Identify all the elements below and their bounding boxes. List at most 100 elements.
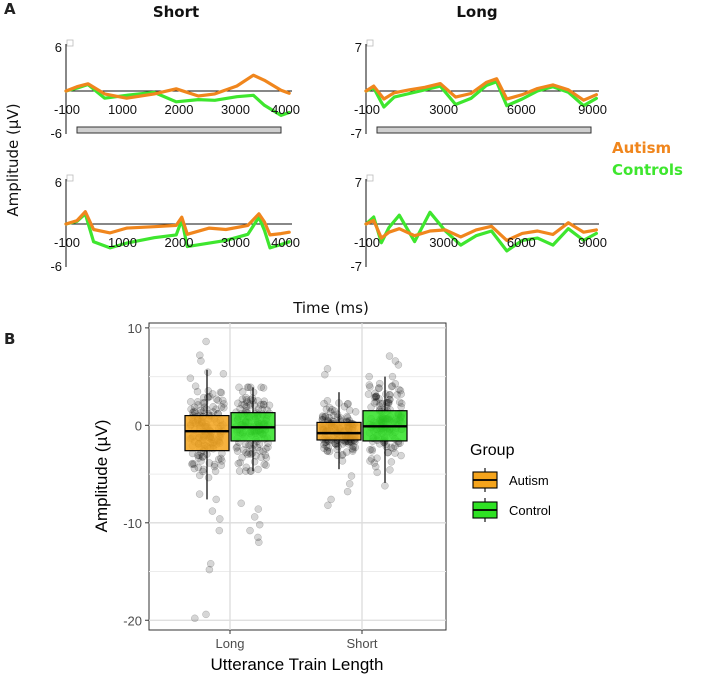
outlier-point — [347, 472, 356, 480]
jitter-point — [195, 451, 203, 460]
jitter-point — [214, 396, 222, 405]
jitter-point — [238, 453, 246, 462]
jitter-point — [199, 467, 207, 476]
x-tick-label: Long — [216, 636, 245, 651]
corner-marker — [66, 174, 74, 182]
outlier-point — [208, 507, 217, 515]
jitter-point — [254, 465, 262, 474]
jitter-point — [321, 412, 330, 421]
jitter-point — [373, 468, 381, 477]
jitter-point — [257, 401, 265, 409]
jitter-point — [248, 444, 257, 453]
outlier-point — [381, 482, 389, 490]
outlier-point — [323, 365, 332, 373]
jitter-point — [322, 442, 331, 450]
jitter-point — [219, 370, 228, 378]
jitter-point — [195, 471, 204, 480]
jitter-point — [371, 389, 379, 398]
jitter-point — [262, 454, 271, 462]
erp-plot-long-top: 7 -7 -100 3000 6000 9000 — [350, 39, 607, 141]
x-tick-label: 3000 — [429, 102, 458, 117]
jitter-point — [262, 461, 270, 470]
y-tick-label: 7 — [355, 175, 362, 190]
box-short-autism — [316, 421, 362, 441]
jitter-point — [255, 447, 264, 455]
jitter-point — [319, 413, 327, 421]
jitter-point — [212, 395, 221, 403]
jitter-point — [375, 379, 384, 388]
jitter-point — [323, 396, 332, 405]
legend-label-autism: Autism — [509, 473, 549, 488]
jitter-point — [368, 445, 376, 453]
boxplot-x-label: Utterance Train Length — [211, 655, 384, 674]
jitter-point — [194, 401, 202, 409]
jitter-point — [216, 388, 225, 397]
jitter-point — [325, 413, 333, 422]
jitter-point — [246, 441, 254, 450]
jitter-point — [385, 391, 394, 399]
jitter-point — [243, 383, 252, 392]
series-line-controls — [64, 212, 291, 250]
jitter-point — [214, 455, 223, 464]
jitter-point — [262, 445, 270, 453]
series-line-autism — [64, 210, 291, 237]
jitter-point — [376, 399, 384, 408]
jitter-point — [342, 448, 351, 456]
jitter-point — [246, 401, 254, 409]
x-tick-label: 3000 — [429, 235, 458, 250]
outlier-point — [343, 487, 352, 496]
y-tick-label: -20 — [123, 613, 142, 628]
jitter-point — [391, 442, 399, 450]
jitter-point — [197, 406, 205, 415]
jitter-point — [367, 403, 375, 411]
jitter-point — [189, 408, 197, 417]
jitter-point — [348, 447, 357, 455]
jitter-point — [375, 394, 383, 403]
jitter-point — [351, 408, 360, 416]
jitter-point — [382, 440, 390, 449]
jitter-point — [194, 463, 203, 472]
jitter-point — [364, 390, 373, 398]
jitter-point — [385, 395, 394, 404]
jitter-point — [217, 454, 225, 463]
jitter-point — [370, 399, 379, 407]
jitter-point — [397, 399, 406, 408]
jitter-point — [242, 463, 251, 472]
jitter-point — [320, 440, 328, 449]
jitter-point — [343, 400, 352, 408]
boxplot-gridlines — [149, 323, 446, 630]
jitter-point — [211, 467, 220, 476]
jitter-point — [220, 400, 228, 408]
jitter-point — [365, 372, 373, 381]
stimulus-bar-long — [376, 126, 592, 134]
jitter-point — [204, 393, 212, 402]
boxplot-chart: 10 0 -10 -20 Long Short — [123, 321, 447, 651]
x-tick-label: -100 — [354, 235, 380, 250]
jitter-point — [395, 398, 404, 406]
jitter-point — [234, 459, 243, 468]
jitter-point — [371, 462, 380, 471]
jitter-point — [238, 395, 247, 404]
jitter-point — [199, 465, 208, 474]
outlier-point — [216, 515, 224, 523]
y-tick-label: 0 — [135, 418, 142, 433]
jitter-point — [242, 402, 251, 411]
jitter-point — [367, 455, 376, 463]
jitter-point — [372, 392, 380, 401]
y-tick-label: 6 — [55, 40, 62, 55]
jitter-point — [349, 442, 358, 451]
jitter-point — [344, 399, 352, 408]
x-tick-label: -100 — [54, 102, 80, 117]
boxplot-y-label: Amplitude (µV) — [92, 420, 111, 533]
jitter-point — [323, 447, 331, 455]
jitter-point — [397, 390, 405, 398]
jitter-point — [343, 414, 352, 422]
jitter-point — [204, 387, 213, 395]
jitter-point — [387, 458, 396, 466]
erp-plot-short-bottom: 6 -6 -100 1000 2000 3000 4000 — [50, 174, 300, 274]
series-line-autism — [364, 77, 599, 102]
jitter-point — [244, 383, 253, 392]
outlier-point — [246, 526, 254, 535]
jitter-point — [370, 459, 379, 467]
